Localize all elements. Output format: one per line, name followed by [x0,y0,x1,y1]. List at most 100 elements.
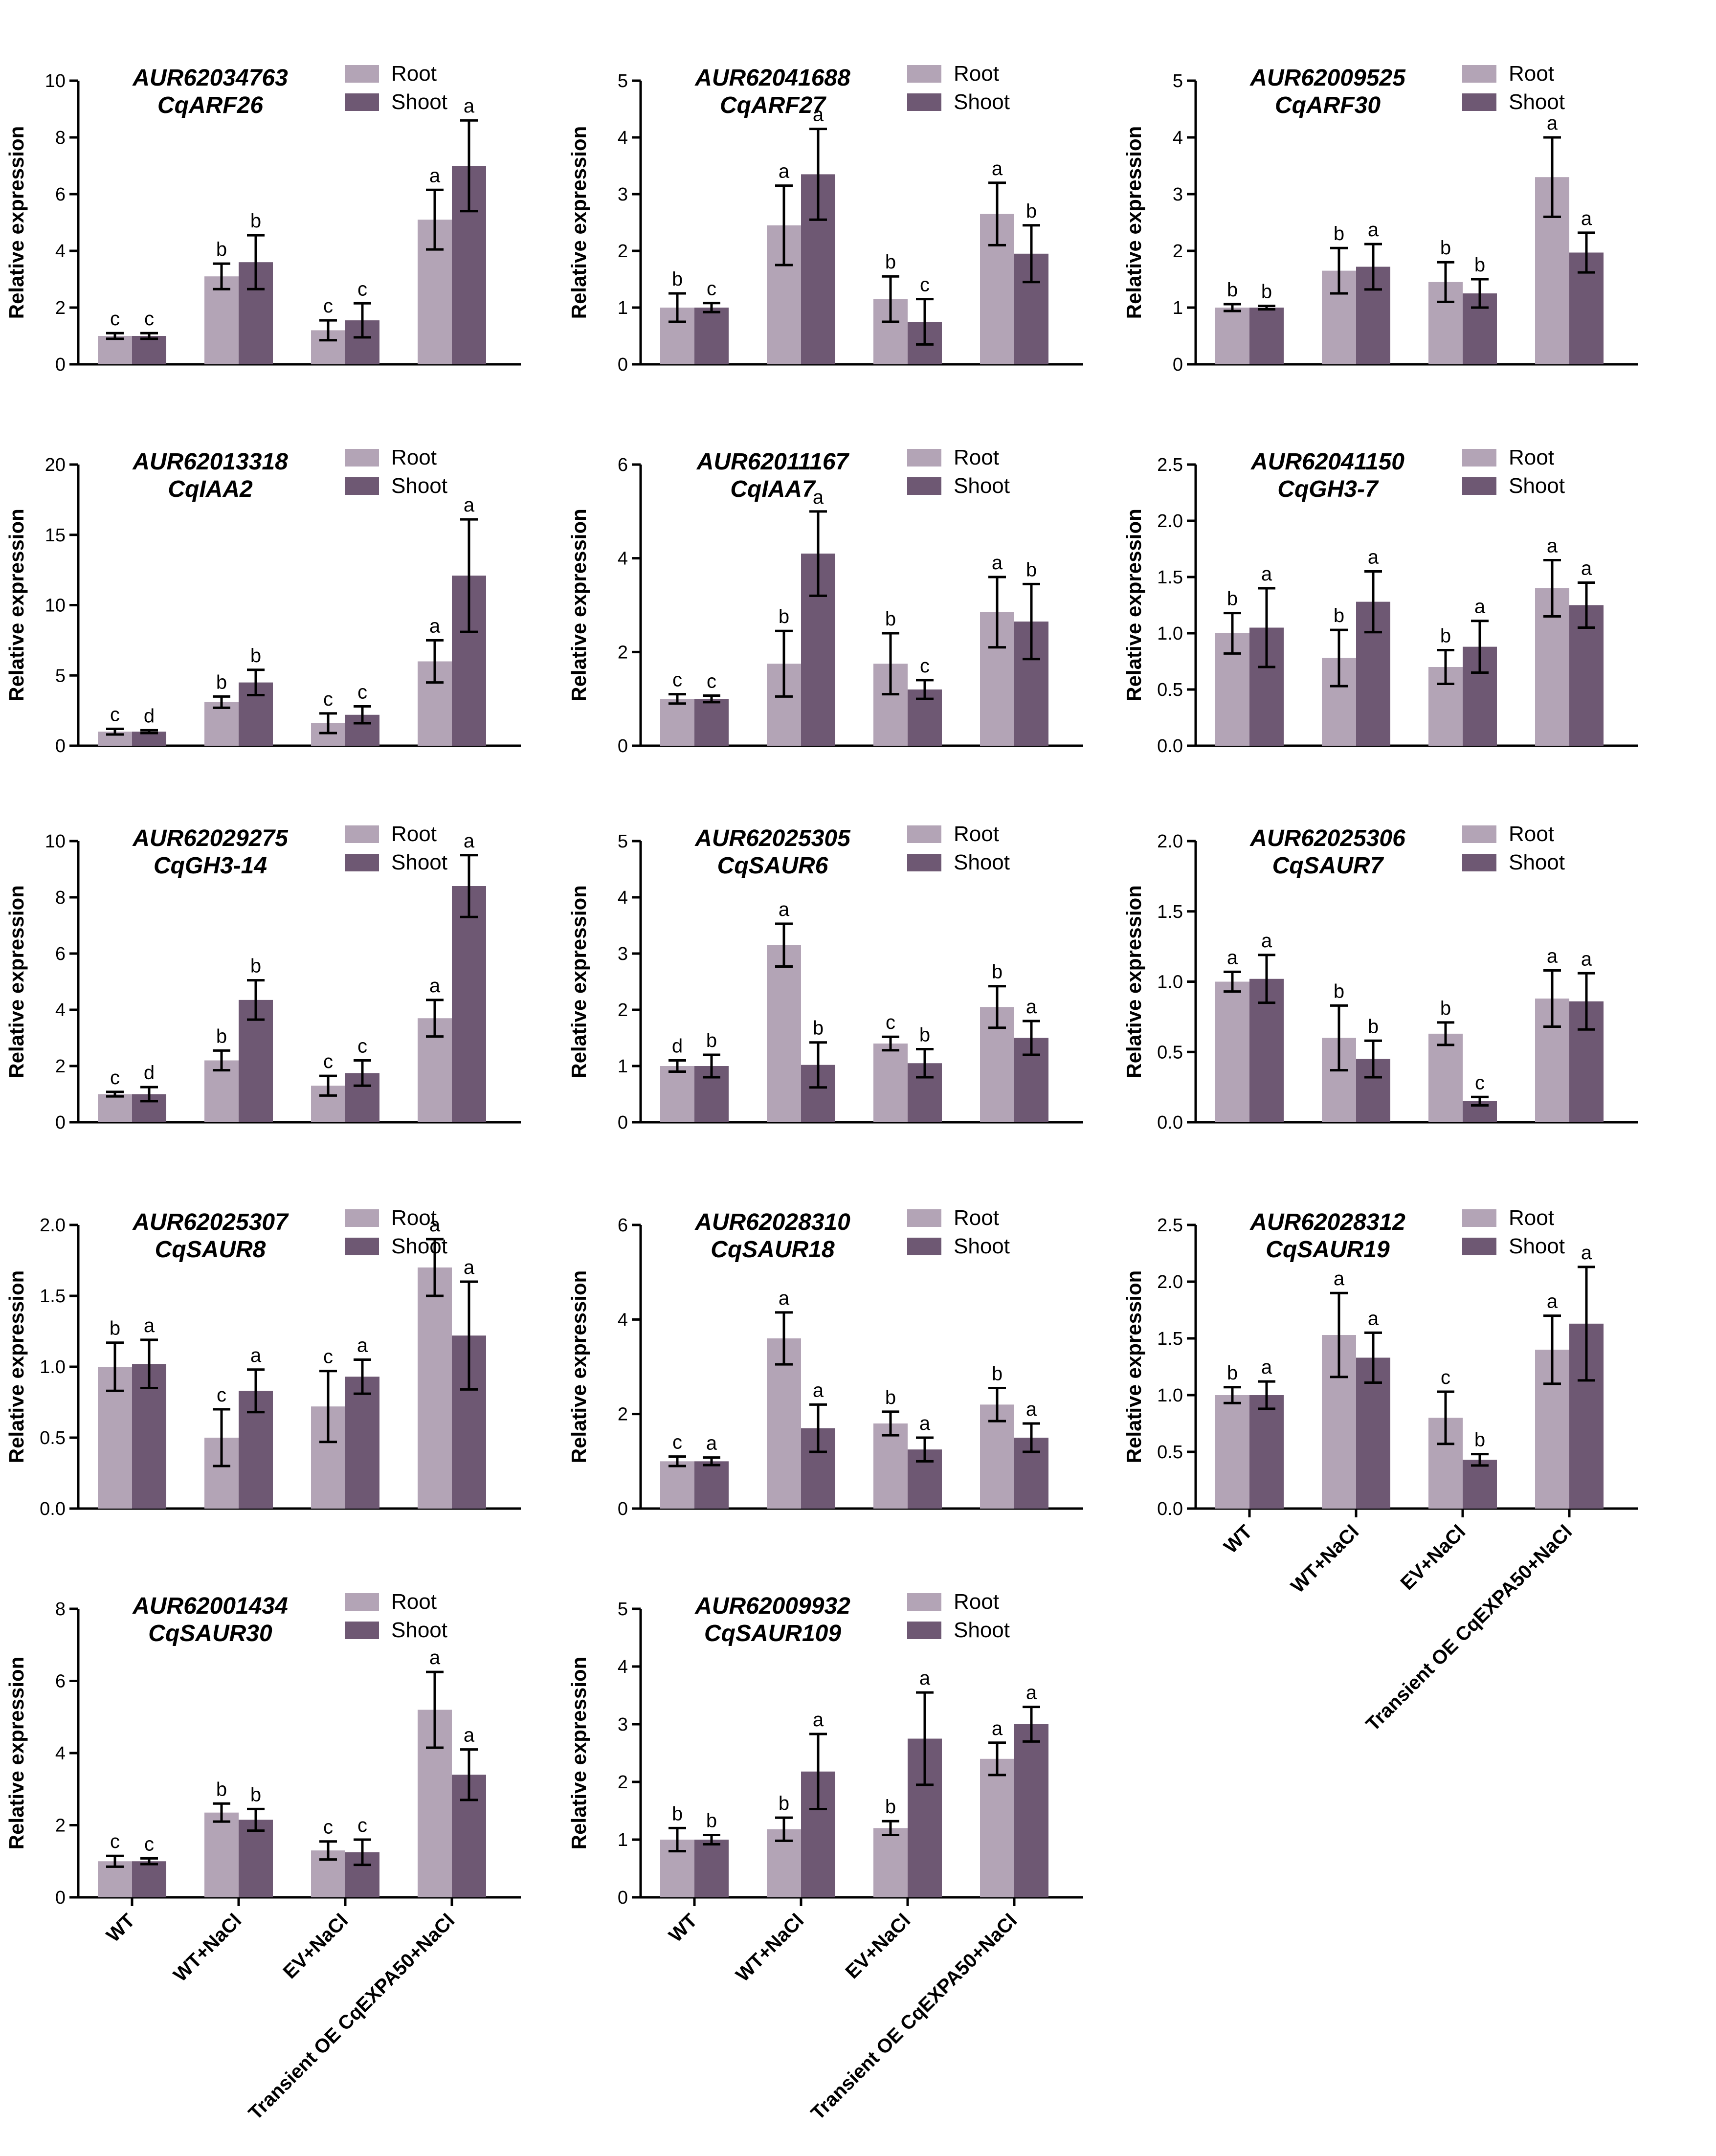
y-tick-label: 0.0 [1157,1499,1183,1519]
significance-letter: b [1026,200,1037,222]
y-tick-label: 0 [618,1499,628,1519]
significance-letter: c [357,1815,367,1836]
legend-swatch-shoot [345,477,379,495]
y-tick-label: 2.0 [40,1215,66,1236]
x-category-label: Transient OE CqEXPA50+NaCl [245,1910,459,2124]
y-tick-label: 1.5 [1157,1329,1183,1349]
significance-letter: a [464,830,475,852]
legend-label-root: Root [1509,1206,1554,1230]
significance-letter: a [1581,558,1592,579]
x-category-label: WT [102,1910,139,1946]
y-tick-label: 10 [45,831,66,852]
legend-label-shoot: Shoot [1509,1234,1565,1258]
legend-label-shoot: Shoot [391,1234,447,1258]
significance-letter: b [1440,625,1451,647]
significance-letter: b [216,671,227,693]
significance-letter: b [813,1018,824,1039]
significance-letter: c [357,682,367,703]
significance-letter: a [779,899,790,920]
significance-letter: a [1474,596,1486,618]
significance-letter: a [992,158,1003,179]
significance-letter: c [110,1067,120,1089]
legend-swatch-shoot [907,477,941,495]
y-tick-label: 1.0 [1157,1385,1183,1406]
legend-swatch-root [1462,1209,1496,1227]
significance-letter: c [707,670,716,692]
y-tick-label: 10 [45,71,66,91]
significance-letter: c [110,308,120,330]
significance-letter: b [885,251,896,273]
chart-panel-cqarf27: 0 1 2 3 4 5 Relative expression b a b a c a c b AUR6204… [567,62,1083,375]
legend-swatch-shoot [345,1238,379,1255]
y-tick-label: 0.0 [40,1499,66,1519]
significance-letter: a [919,1413,931,1434]
significance-letter: b [779,606,789,627]
significance-letter: b [250,210,261,232]
y-tick-label: 0.5 [40,1428,66,1448]
chart-panel-cqiaa7: 0 2 4 6 Relative expression c b b a c a c b AUR620111… [567,445,1083,756]
legend-label-shoot: Shoot [954,474,1010,498]
x-category-label: WT+NaCl [1287,1521,1363,1597]
y-tick-label: 1 [618,298,628,318]
y-tick-label: 4 [55,1000,66,1021]
y-axis-label: Relative expression [567,885,590,1078]
bar-root-0 [98,336,132,364]
significance-letter: c [323,1051,333,1072]
significance-letter: a [992,552,1003,574]
significance-letter: b [1026,559,1037,580]
legend-label-shoot: Shoot [954,850,1010,874]
chart-subtitle: CqARF26 [157,92,263,118]
legend-swatch-root [907,65,941,83]
legend-label-root: Root [1509,822,1554,846]
y-tick-label: 2.5 [1157,455,1183,475]
significance-letter: b [1474,1429,1485,1451]
significance-letter: a [813,1709,824,1731]
significance-letter: c [707,278,716,300]
chart-panel-cqsaur19: 0.0 0.5 1.0 1.5 2.0 2.5 Relative expression b a c… [1122,1206,1638,1735]
significance-letter: b [706,1030,717,1051]
x-category-label: WT+NaCl [169,1910,245,1986]
significance-letter: b [779,1793,789,1814]
significance-letter: b [992,961,1003,983]
bar-shoot-0 [694,699,729,746]
bar-root-2 [873,1423,908,1509]
significance-letter: a [1261,930,1272,952]
significance-letter: a [1368,219,1379,241]
chart-title: AUR62025305 [694,825,851,851]
chart-subtitle: CqSAUR109 [704,1621,841,1646]
significance-letter: a [813,487,824,508]
significance-letter: a [1547,946,1558,967]
chart-title: AUR62013318 [132,449,288,475]
bar-root-0 [1215,981,1249,1122]
significance-letter: b [672,268,683,290]
chart-subtitle: CqIAA2 [168,476,253,502]
bar-root-1 [204,276,239,364]
y-tick-label: 2 [618,1404,628,1425]
y-tick-label: 1.0 [40,1357,66,1378]
significance-letter: a [429,615,441,637]
chart-title: AUR62041150 [1250,449,1404,475]
significance-letter: c [1441,1367,1450,1388]
significance-letter: c [920,655,930,677]
bar-root-2 [873,1044,908,1122]
legend-swatch-root [345,65,379,83]
bar-shoot-0 [694,1840,729,1897]
chart-title: AUR62041688 [694,65,850,91]
y-tick-label: 0 [55,1112,66,1133]
y-tick-label: 3 [1173,184,1183,205]
significance-letter: a [1368,547,1379,568]
chart-title: AUR62028310 [694,1209,850,1235]
significance-letter: b [885,1387,896,1408]
y-tick-label: 6 [55,1671,66,1692]
significance-letter: a [144,1315,155,1336]
y-tick-label: 2 [618,642,628,663]
y-tick-label: 0.0 [1157,1112,1183,1133]
significance-letter: b [1474,254,1485,276]
y-tick-label: 0 [55,736,66,756]
y-tick-label: 6 [55,184,66,205]
chart-subtitle: CqARF30 [1275,92,1381,118]
significance-letter: a [706,1433,717,1454]
significance-letter: a [1026,996,1037,1018]
y-tick-label: 0 [55,1888,66,1908]
x-category-label: EV+NaCl [842,1910,915,1983]
